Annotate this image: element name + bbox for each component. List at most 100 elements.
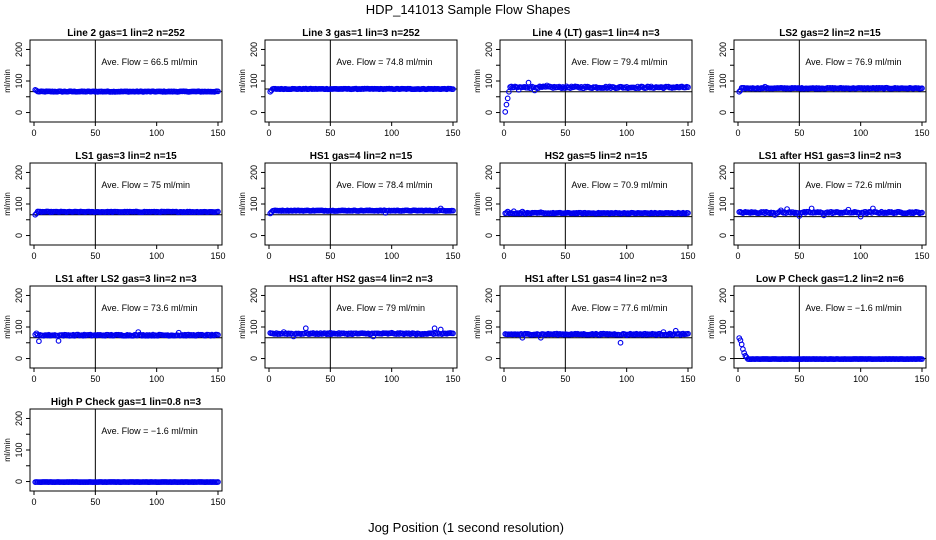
x-tick-label: 100 bbox=[149, 497, 164, 507]
y-tick-label: 0 bbox=[718, 110, 728, 115]
y-tick-label: 200 bbox=[484, 165, 494, 180]
panel-frame bbox=[499, 285, 693, 369]
x-tick-label: 0 bbox=[266, 128, 271, 138]
x-tick-label: 50 bbox=[325, 374, 335, 384]
x-tick-label: 50 bbox=[560, 251, 570, 261]
y-tick-label: 0 bbox=[14, 110, 24, 115]
x-tick-label: 150 bbox=[210, 251, 225, 261]
panel-title: HS1 after HS2 gas=4 lin=2 n=3 bbox=[289, 274, 433, 285]
y-axis-label: ml/min bbox=[473, 69, 482, 93]
data-point bbox=[558, 85, 565, 92]
panel-title: Low P Check gas=1.2 lin=2 n=6 bbox=[756, 274, 904, 285]
x-tick-label: 150 bbox=[210, 128, 225, 138]
panel-10: HS1 after HS2 gas=4 lin=2 n=3 ml/min 0 100 2… bbox=[238, 274, 461, 384]
data-point bbox=[215, 88, 221, 95]
panel-8: LS1 after HS1 gas=3 lin=2 n=3 ml/min 0 100 2… bbox=[707, 151, 930, 261]
data-point bbox=[519, 334, 526, 341]
y-tick-label: 0 bbox=[14, 479, 24, 484]
panel-frame bbox=[733, 39, 927, 123]
y-axis-label: ml/min bbox=[3, 315, 12, 339]
data-point bbox=[450, 330, 456, 337]
panel-2: Line 3 gas=1 lin=3 n=252 ml/min 0 100 200 0 50… bbox=[238, 28, 461, 138]
y-tick-label: 0 bbox=[718, 356, 728, 361]
data-point bbox=[207, 332, 214, 339]
data-series bbox=[267, 325, 456, 340]
y-tick-label: 200 bbox=[14, 165, 24, 180]
panel-frame bbox=[29, 285, 223, 369]
data-series bbox=[502, 327, 691, 346]
x-tick-label: 150 bbox=[914, 374, 929, 384]
panel-title: Line 3 gas=1 lin=3 n=252 bbox=[302, 28, 420, 39]
panel-title: High P Check gas=1 lin=0.8 n=3 bbox=[51, 397, 202, 408]
y-tick-label: 200 bbox=[14, 411, 24, 426]
y-tick-label: 200 bbox=[249, 288, 259, 303]
data-series bbox=[736, 205, 925, 220]
y-tick-label: 100 bbox=[718, 319, 728, 334]
y-tick-label: 200 bbox=[249, 165, 259, 180]
x-tick-label: 50 bbox=[90, 374, 100, 384]
x-tick-label: 100 bbox=[384, 251, 399, 261]
data-series bbox=[267, 85, 456, 95]
x-tick-label: 100 bbox=[853, 374, 868, 384]
y-tick-label: 0 bbox=[14, 233, 24, 238]
y-tick-label: 200 bbox=[718, 42, 728, 57]
data-point bbox=[502, 109, 509, 115]
data-point bbox=[577, 84, 583, 91]
x-tick-label: 50 bbox=[90, 497, 100, 507]
y-tick-label: 200 bbox=[484, 288, 494, 303]
ave-flow-annotation: Ave. Flow = 77.6 ml/min bbox=[571, 303, 667, 313]
y-tick-label: 100 bbox=[14, 442, 24, 457]
panel-frame bbox=[499, 39, 693, 123]
data-point bbox=[601, 84, 608, 91]
y-axis-label: ml/min bbox=[3, 192, 12, 216]
x-tick-label: 50 bbox=[325, 251, 335, 261]
panel-frame bbox=[264, 285, 458, 369]
y-tick-label: 100 bbox=[718, 73, 728, 88]
panel-12: Low P Check gas=1.2 lin=2 n=6 ml/min 0 100 2… bbox=[707, 274, 930, 384]
x-tick-label: 100 bbox=[149, 128, 164, 138]
data-point bbox=[915, 209, 922, 216]
data-series bbox=[32, 329, 221, 345]
y-tick-label: 100 bbox=[718, 196, 728, 211]
ave-flow-annotation: Ave. Flow = 70.9 ml/min bbox=[571, 180, 667, 190]
y-axis-label: ml/min bbox=[707, 315, 716, 339]
data-series bbox=[736, 335, 925, 363]
x-tick-label: 0 bbox=[31, 251, 36, 261]
x-tick-label: 100 bbox=[619, 251, 634, 261]
x-tick-label: 100 bbox=[149, 251, 164, 261]
x-tick-label: 150 bbox=[680, 374, 695, 384]
x-tick-label: 150 bbox=[210, 497, 225, 507]
panel-4: LS2 gas=2 lin=2 n=15 ml/min 0 100 200 0 50 100 1… bbox=[707, 28, 930, 138]
x-tick-label: 150 bbox=[914, 128, 929, 138]
x-tick-label: 50 bbox=[560, 374, 570, 384]
y-tick-label: 100 bbox=[484, 319, 494, 334]
ave-flow-annotation: Ave. Flow = 79.4 ml/min bbox=[571, 57, 667, 67]
y-axis-label: ml/min bbox=[473, 315, 482, 339]
x-tick-label: 50 bbox=[90, 251, 100, 261]
data-series bbox=[32, 86, 221, 95]
y-tick-label: 0 bbox=[718, 233, 728, 238]
y-axis-label: ml/min bbox=[3, 438, 12, 462]
ave-flow-annotation: Ave. Flow = 72.6 ml/min bbox=[805, 180, 901, 190]
panel-title: LS2 gas=2 lin=2 n=15 bbox=[779, 28, 881, 39]
data-point bbox=[503, 101, 510, 108]
ave-flow-annotation: Ave. Flow = 79 ml/min bbox=[336, 303, 425, 313]
panel-frame bbox=[499, 162, 693, 246]
data-point bbox=[450, 86, 456, 92]
x-tick-label: 0 bbox=[735, 128, 740, 138]
panel-title: HS1 gas=4 lin=2 n=15 bbox=[310, 151, 413, 162]
data-point bbox=[741, 350, 747, 356]
x-tick-label: 150 bbox=[680, 251, 695, 261]
ave-flow-annotation: Ave. Flow = 76.9 ml/min bbox=[805, 57, 901, 67]
ave-flow-annotation: Ave. Flow = 75 ml/min bbox=[101, 180, 190, 190]
y-tick-label: 200 bbox=[484, 42, 494, 57]
data-point bbox=[215, 332, 221, 338]
y-tick-label: 0 bbox=[484, 356, 494, 361]
y-tick-label: 200 bbox=[718, 288, 728, 303]
panel-title: Line 4 (LT) gas=1 lin=4 n=3 bbox=[532, 28, 660, 39]
data-series bbox=[32, 479, 221, 485]
y-axis-label: ml/min bbox=[238, 192, 247, 216]
y-tick-label: 100 bbox=[249, 196, 259, 211]
data-point bbox=[602, 83, 609, 90]
y-tick-label: 100 bbox=[14, 196, 24, 211]
